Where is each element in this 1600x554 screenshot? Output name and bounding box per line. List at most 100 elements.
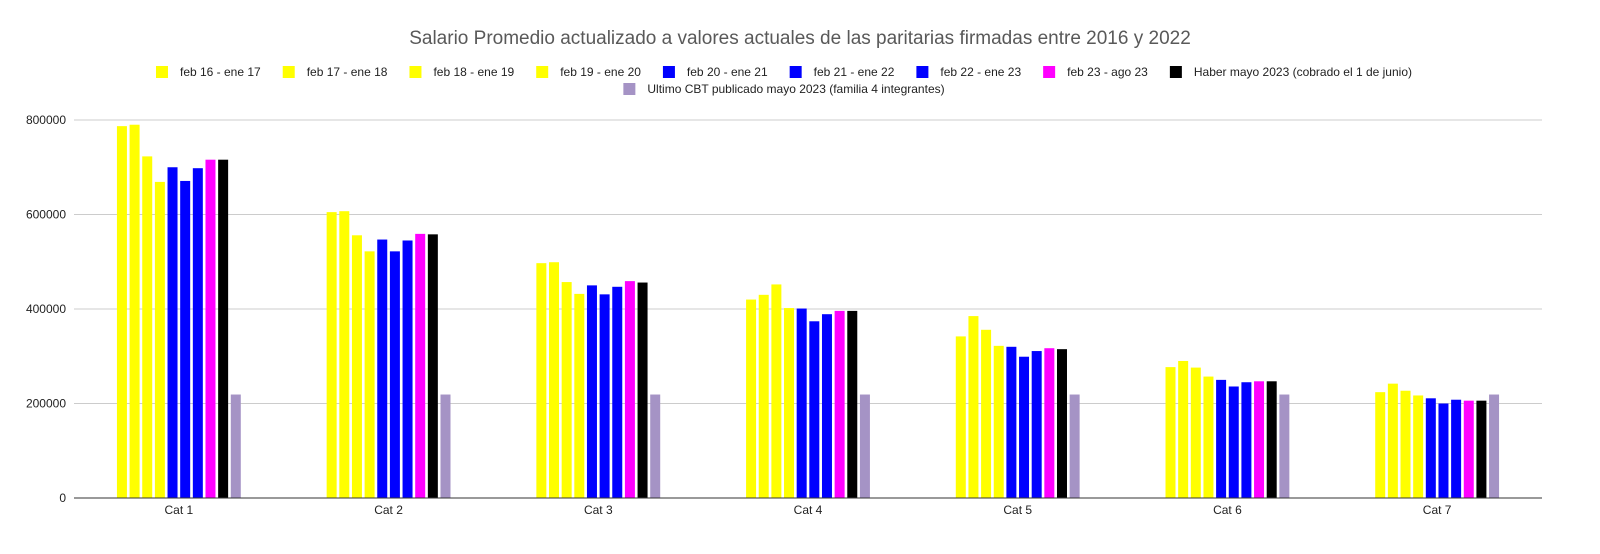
x-tick-label: Cat 2 [374, 503, 403, 517]
legend-swatch [623, 83, 636, 95]
legend-swatch [155, 66, 168, 78]
bar [1438, 403, 1449, 498]
legend-label: feb 23 - ago 23 [1067, 65, 1148, 79]
bar [440, 394, 451, 498]
x-tick-label: Cat 7 [1423, 503, 1452, 517]
bar [1463, 400, 1474, 498]
bar [1216, 379, 1227, 498]
y-tick-label: 200000 [26, 397, 66, 411]
bar [1387, 383, 1398, 498]
bar [586, 285, 597, 498]
legend: feb 16 - ene 17 feb 17 - ene 18 feb 18 - e… [155, 65, 1412, 96]
bar [1254, 381, 1265, 498]
legend-label: feb 18 - ene 19 [433, 65, 514, 79]
bar [205, 159, 216, 498]
bar [230, 394, 241, 498]
bar [129, 124, 140, 498]
bar [536, 263, 547, 498]
bar [1476, 400, 1487, 498]
bar [427, 234, 438, 498]
bar [1006, 346, 1017, 498]
y-tick-label: 600000 [26, 208, 66, 222]
legend-label: feb 16 - ene 17 [180, 65, 261, 79]
bar [142, 156, 153, 498]
bar [771, 284, 782, 498]
bar [180, 180, 191, 498]
bar [1400, 390, 1411, 498]
bar [167, 167, 178, 498]
y-tick-label: 800000 [26, 113, 66, 127]
bar [1425, 398, 1436, 498]
bar [1375, 392, 1386, 498]
bar [561, 282, 572, 498]
bar [1203, 376, 1214, 498]
bar [1069, 394, 1080, 498]
legend-label: feb 20 - ene 21 [687, 65, 768, 79]
bar [1056, 349, 1067, 498]
bar [116, 126, 127, 498]
legend-swatch [536, 66, 549, 78]
bar [364, 251, 375, 498]
bar [796, 308, 807, 498]
bar [981, 329, 992, 498]
y-tick-label: 0 [59, 491, 66, 505]
legend-swatch [1043, 66, 1056, 78]
bar [847, 310, 858, 498]
bar [1266, 381, 1277, 498]
bar [955, 336, 966, 498]
bar [968, 316, 979, 498]
legend-label: Haber mayo 2023 (cobrado el 1 de junio) [1194, 65, 1412, 79]
legend-label: feb 19 - ene 20 [560, 65, 641, 79]
legend-label: feb 21 - ene 22 [814, 65, 895, 79]
bar [993, 345, 1004, 498]
bar [821, 314, 832, 498]
bar [1228, 386, 1239, 498]
bar [1489, 394, 1500, 498]
bar [192, 168, 203, 498]
legend-swatch [282, 66, 295, 78]
bar [809, 321, 820, 498]
bar [1241, 382, 1252, 498]
bar [326, 212, 337, 498]
bar [377, 239, 388, 499]
gridlines [74, 119, 1542, 404]
bar [859, 394, 870, 498]
bar [415, 233, 426, 498]
legend-label: feb 17 - ene 18 [307, 65, 388, 79]
bar [339, 211, 350, 498]
bar [758, 294, 769, 498]
legend-swatch [1169, 66, 1182, 78]
bar [599, 294, 610, 498]
x-tick-label: Cat 5 [1003, 503, 1032, 517]
legend-label: feb 22 - ene 23 [940, 65, 1021, 79]
bar [784, 308, 795, 498]
bar [549, 262, 560, 498]
bar [1165, 367, 1176, 498]
bar [612, 286, 623, 498]
bar [1044, 348, 1055, 498]
bar [351, 235, 362, 499]
x-tick-label: Cat 1 [165, 503, 194, 517]
bar [574, 293, 585, 498]
bar [154, 181, 165, 498]
bar [1178, 360, 1189, 498]
bar [1451, 399, 1462, 498]
legend-swatch [662, 66, 675, 78]
bar [650, 394, 661, 498]
bar [389, 251, 400, 498]
legend-swatch [916, 66, 929, 78]
bar [1019, 356, 1030, 498]
bar [402, 240, 413, 499]
bar [1190, 367, 1201, 498]
bar [746, 299, 757, 498]
legend-swatch [409, 66, 422, 78]
bar [637, 282, 648, 498]
legend-label: Ultimo CBT publicado mayo 2023 (familia … [647, 82, 944, 96]
bar [624, 281, 635, 498]
bars [116, 124, 1500, 499]
legend-swatch [789, 66, 802, 78]
bar [1413, 395, 1424, 498]
chart-title: Salario Promedio actualizado a valores a… [409, 28, 1191, 49]
